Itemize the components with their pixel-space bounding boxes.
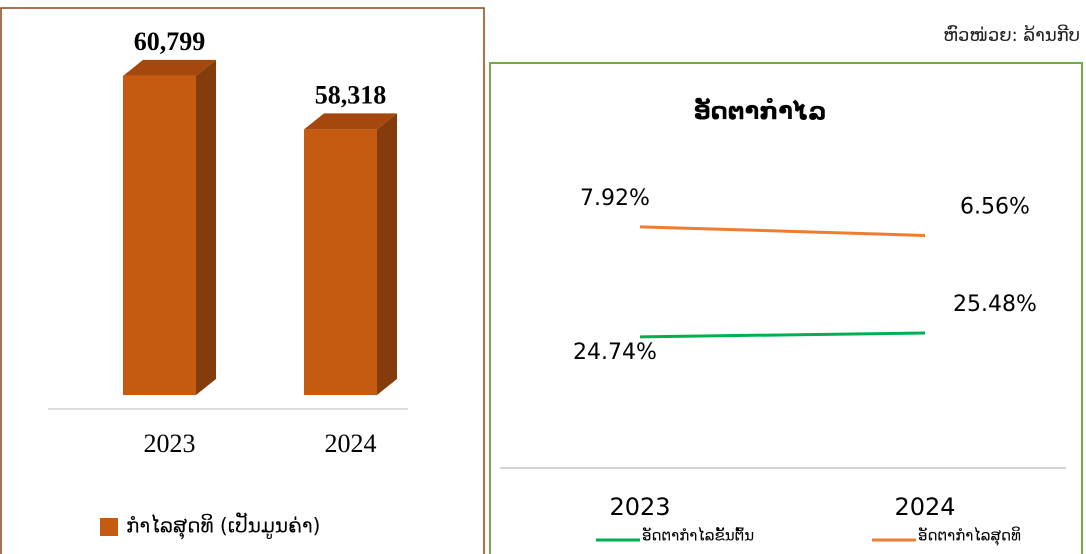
bar-side: [377, 113, 397, 395]
data-label: 7.92%: [580, 186, 650, 211]
data-label: 6.56%: [960, 194, 1030, 219]
legend-label: ອັດຕາກຳໄລຂັ້ນຕົ້ນ: [642, 525, 754, 544]
legend-swatch: [100, 518, 118, 536]
line: [639, 225, 926, 237]
bar: [304, 129, 377, 395]
line: [639, 331, 926, 339]
data-label: 25.48%: [953, 292, 1037, 317]
legend-label: ອັດຕາກຳໄລສຸດທິ: [918, 525, 1021, 546]
data-label: 58,318: [315, 80, 387, 109]
bar: [123, 75, 196, 396]
bar-top: [304, 113, 397, 130]
x-tick-label: 2023: [144, 429, 196, 458]
bar-top: [123, 59, 216, 76]
legend-label: ກຳໄລສຸດທິ (ເປັນມູນຄ່າ): [126, 512, 320, 539]
bar-side: [196, 59, 216, 396]
x-tick-label: 2023: [609, 493, 670, 521]
x-tick-label: 2024: [894, 493, 955, 521]
chart-title: ອັດຕາກຳໄລ: [693, 96, 826, 125]
data-label: 24.74%: [573, 340, 657, 365]
unit-note: ຫົວໜ່ວຍ: ລ້ານກີບ: [943, 24, 1080, 46]
right-panel: [489, 62, 1083, 554]
data-label: 60,799: [134, 27, 206, 56]
left-panel: [0, 7, 485, 554]
x-tick-label: 2024: [325, 429, 377, 458]
